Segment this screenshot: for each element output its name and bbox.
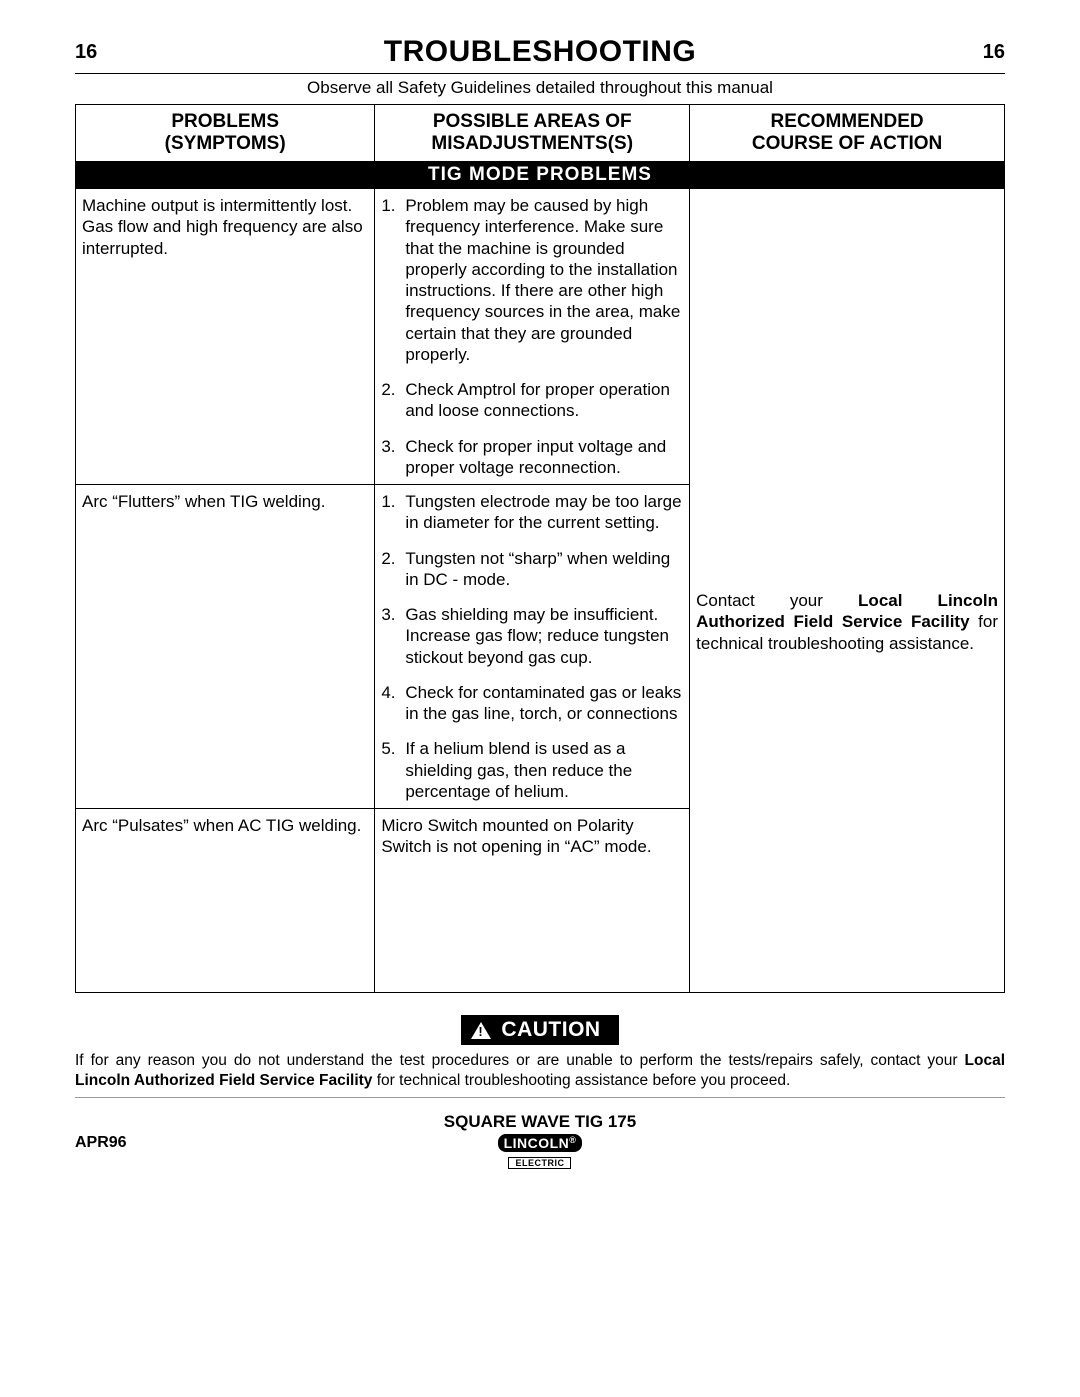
- misadj-cell: Micro Switch mounted on Polarity Switch …: [375, 809, 690, 993]
- brand-logo: LINCOLN® ELECTRIC: [498, 1134, 583, 1171]
- page-footer: SQUARE WAVE TIG 175 APR96 LINCOLN® ELECT…: [75, 1112, 1005, 1171]
- section-bar: TIG MODE PROBLEMS: [76, 162, 1005, 189]
- divider: [75, 1097, 1005, 1098]
- col-header-recommended: RECOMMENDEDCOURSE OF ACTION: [690, 105, 1005, 162]
- page-number-right: 16: [983, 41, 1005, 64]
- table-header-row: PROBLEMS(SYMPTOMS) POSSIBLE AREAS OFMISA…: [76, 105, 1005, 162]
- caution-badge: CAUTION: [461, 1015, 618, 1045]
- problem-cell: Arc “Flutters” when TIG welding.: [76, 485, 375, 809]
- product-name: SQUARE WAVE TIG 175: [75, 1112, 1005, 1132]
- table-row: Machine output is intermittently lost. G…: [76, 189, 1005, 485]
- page-title: TROUBLESHOOTING: [384, 35, 697, 69]
- section-bar-label: TIG MODE PROBLEMS: [76, 162, 1005, 189]
- col-header-problems: PROBLEMS(SYMPTOMS): [76, 105, 375, 162]
- misadj-cell: 1.Problem may be caused by high frequenc…: [375, 189, 690, 485]
- col-header-misadjustments: POSSIBLE AREAS OFMISADJUSTMENTS(S): [375, 105, 690, 162]
- page-number-left: 16: [75, 41, 97, 64]
- misadj-cell: 1.Tungsten electrode may be too large in…: [375, 485, 690, 809]
- caution-text: If for any reason you do not understand …: [75, 1051, 1005, 1091]
- troubleshooting-table: PROBLEMS(SYMPTOMS) POSSIBLE AREAS OFMISA…: [75, 104, 1005, 993]
- subtitle: Observe all Safety Guidelines detailed t…: [75, 78, 1005, 98]
- problem-cell: Arc “Pulsates” when AC TIG welding.: [76, 809, 375, 993]
- caution-label: CAUTION: [501, 1018, 600, 1042]
- warning-icon: [471, 1022, 491, 1039]
- page-header: 16 TROUBLESHOOTING 16: [75, 35, 1005, 69]
- caution-section: CAUTION: [75, 1015, 1005, 1045]
- divider: [75, 73, 1005, 74]
- problem-cell: Machine output is intermittently lost. G…: [76, 189, 375, 485]
- footer-date: APR96: [75, 1134, 127, 1152]
- recommended-cell: Contact your Local Lincoln Authorized Fi…: [690, 189, 1005, 993]
